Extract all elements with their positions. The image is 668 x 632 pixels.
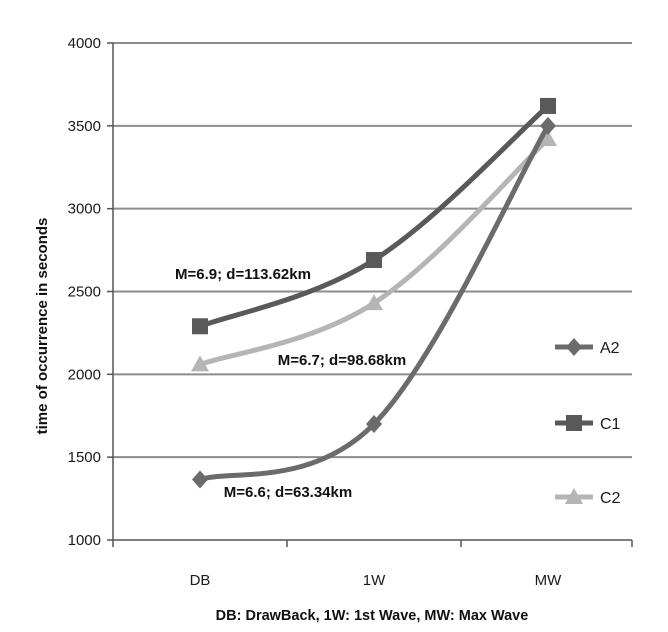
x-tick-label: 1W [363, 572, 386, 589]
annotation-c1: M=6.9; d=113.62km [175, 266, 311, 283]
y-tick-label: 2500 [68, 284, 101, 301]
legend-marker-a2 [566, 338, 582, 356]
legend-label-a2: A2 [600, 340, 620, 357]
x-tick-label: DB [190, 572, 211, 589]
axes [107, 42, 633, 547]
y-tick-label: 3000 [68, 201, 101, 218]
x-tick-label: MW [535, 572, 562, 589]
data-point-c1 [540, 97, 556, 114]
series-line-c1 [197, 103, 551, 329]
data-point-c1 [192, 318, 208, 335]
legend-label-c1: C1 [600, 416, 621, 433]
y-tick-label: 2000 [68, 366, 101, 383]
y-tick-label: 4000 [68, 35, 101, 52]
series-line-a2 [197, 123, 551, 483]
x-axis-label: DB: DrawBack, 1W: 1st Wave, MW: Max Wave [216, 608, 529, 624]
data-point-a2 [366, 415, 382, 434]
legend: A2 C1 C2 [555, 338, 621, 507]
annotations: M=6.9; d=113.62km M=6.7; d=98.68km M=6.6; … [175, 266, 406, 501]
series-line-c2 [197, 136, 551, 367]
data-point-a2 [192, 470, 208, 489]
y-tick-label: 1500 [68, 449, 101, 466]
legend-label-c2: C2 [600, 490, 621, 507]
y-tick-labels: 1000 1500 2000 2500 3000 3500 4000 [68, 35, 101, 549]
data-point-c2 [539, 130, 557, 147]
grid-lines [113, 42, 632, 459]
y-tick-label: 1000 [68, 532, 101, 549]
data-point-c2 [191, 355, 209, 372]
data-point-a2 [540, 116, 556, 135]
series-lines [191, 97, 557, 489]
annotation-a2: M=6.6; d=63.34km [224, 484, 352, 501]
y-tick-label: 3500 [68, 118, 101, 135]
y-axis-label: time of occurrence in seconds [34, 218, 51, 435]
data-point-c2 [365, 294, 383, 311]
legend-marker-c2 [565, 488, 583, 504]
legend-marker-c1 [566, 415, 582, 431]
annotation-c2: M=6.7; d=98.68km [278, 352, 406, 369]
x-tick-labels: DB 1W MW [190, 572, 563, 589]
data-point-c1 [366, 252, 382, 269]
